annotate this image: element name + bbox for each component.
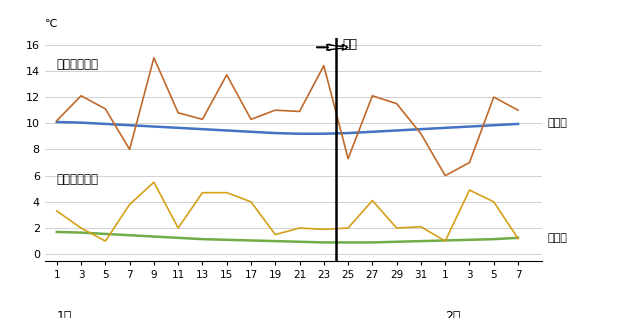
Text: 予報: 予報 — [342, 38, 357, 51]
Text: ℃: ℃ — [45, 19, 57, 29]
Text: 【最高気温】: 【最高気温】 — [57, 58, 99, 71]
Text: 1月: 1月 — [57, 310, 72, 318]
Text: 【最低気温】: 【最低気温】 — [57, 173, 99, 186]
Text: 2月: 2月 — [445, 310, 461, 318]
Text: 平年値: 平年値 — [547, 233, 567, 243]
Text: 平年値: 平年値 — [547, 118, 567, 128]
